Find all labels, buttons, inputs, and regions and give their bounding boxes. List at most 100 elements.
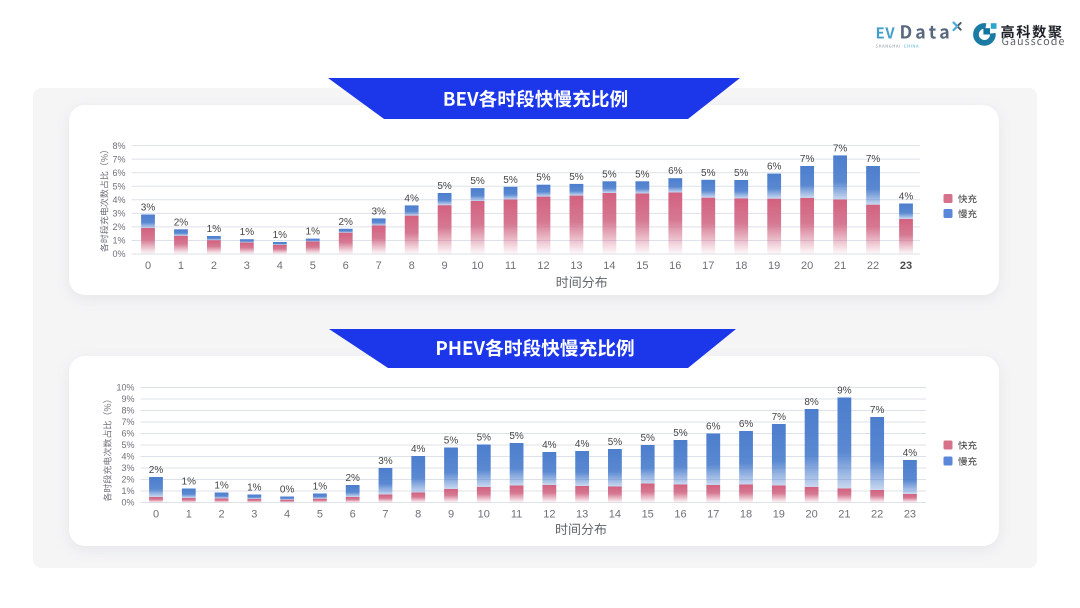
svg-text:1: 1: [178, 260, 184, 272]
svg-text:4: 4: [284, 509, 290, 521]
svg-text:3: 3: [251, 509, 257, 521]
svg-text:2%: 2%: [149, 465, 164, 476]
svg-text:5%: 5%: [673, 428, 688, 439]
svg-text:1%: 1%: [121, 486, 134, 496]
svg-text:2%: 2%: [174, 217, 189, 228]
svg-text:22: 22: [867, 260, 879, 272]
svg-text:9%: 9%: [121, 394, 134, 404]
svg-text:7%: 7%: [833, 143, 848, 154]
svg-text:3%: 3%: [112, 209, 125, 219]
svg-text:4%: 4%: [903, 448, 918, 459]
svg-text:18: 18: [735, 260, 747, 272]
svg-text:4: 4: [277, 260, 283, 272]
svg-text:6%: 6%: [121, 429, 134, 439]
svg-text:10%: 10%: [116, 383, 134, 393]
svg-text:12: 12: [543, 509, 555, 521]
svg-text:1%: 1%: [112, 236, 125, 246]
svg-text:20: 20: [801, 260, 813, 272]
svg-text:2%: 2%: [121, 475, 134, 485]
svg-text:2: 2: [218, 509, 224, 521]
svg-text:3%: 3%: [141, 203, 156, 214]
svg-text:8%: 8%: [121, 406, 134, 416]
svg-text:0: 0: [153, 509, 159, 521]
svg-text:14: 14: [603, 260, 615, 272]
svg-text:16: 16: [674, 509, 686, 521]
svg-text:5%: 5%: [701, 168, 716, 179]
svg-text:1%: 1%: [306, 227, 321, 238]
svg-text:7%: 7%: [800, 154, 815, 165]
svg-text:6: 6: [343, 260, 349, 272]
svg-text:4%: 4%: [542, 440, 557, 451]
svg-text:17: 17: [707, 509, 719, 521]
svg-text:2%: 2%: [345, 473, 360, 484]
svg-text:5%: 5%: [470, 176, 485, 187]
svg-text:23: 23: [904, 509, 916, 521]
svg-text:2: 2: [211, 260, 217, 272]
svg-text:13: 13: [570, 260, 582, 272]
svg-text:8: 8: [415, 509, 421, 521]
svg-text:0: 0: [145, 260, 151, 272]
svg-text:5%: 5%: [536, 173, 551, 184]
svg-text:6: 6: [350, 509, 356, 521]
svg-text:1%: 1%: [313, 482, 328, 493]
svg-text:5%: 5%: [112, 181, 125, 191]
svg-text:1%: 1%: [273, 230, 288, 241]
svg-text:7: 7: [382, 509, 388, 521]
svg-text:5%: 5%: [477, 433, 492, 444]
svg-text:3%: 3%: [378, 456, 393, 467]
svg-text:0%: 0%: [121, 498, 134, 508]
svg-text:19: 19: [768, 260, 780, 272]
svg-text:8%: 8%: [804, 397, 819, 408]
svg-text:1%: 1%: [207, 224, 222, 235]
svg-text:4%: 4%: [899, 192, 914, 203]
svg-text:1%: 1%: [240, 227, 255, 238]
svg-text:1: 1: [186, 509, 192, 521]
svg-text:5%: 5%: [635, 169, 650, 180]
svg-text:5: 5: [317, 509, 323, 521]
svg-text:5%: 5%: [437, 181, 452, 192]
svg-text:8: 8: [409, 260, 415, 272]
svg-text:23: 23: [900, 260, 912, 272]
svg-text:5%: 5%: [602, 169, 617, 180]
svg-text:6%: 6%: [739, 419, 754, 430]
svg-text:5: 5: [310, 260, 316, 272]
svg-text:1%: 1%: [182, 477, 197, 488]
svg-text:19: 19: [773, 509, 785, 521]
svg-text:12: 12: [537, 260, 549, 272]
svg-text:7%: 7%: [870, 405, 885, 416]
svg-text:18: 18: [740, 509, 752, 521]
svg-text:2%: 2%: [339, 217, 354, 228]
svg-text:4%: 4%: [411, 444, 426, 455]
svg-text:4%: 4%: [404, 193, 419, 204]
svg-text:5%: 5%: [569, 172, 584, 183]
svg-text:7%: 7%: [121, 417, 134, 427]
svg-text:7%: 7%: [772, 412, 787, 423]
svg-text:15: 15: [636, 260, 648, 272]
svg-text:3: 3: [244, 260, 250, 272]
svg-text:5%: 5%: [121, 440, 134, 450]
svg-text:1%: 1%: [247, 483, 262, 494]
svg-text:7: 7: [376, 260, 382, 272]
svg-text:15: 15: [642, 509, 654, 521]
svg-text:4%: 4%: [121, 452, 134, 462]
svg-text:21: 21: [838, 509, 850, 521]
svg-text:3%: 3%: [371, 206, 386, 217]
svg-text:20: 20: [805, 509, 817, 521]
svg-text:21: 21: [834, 260, 846, 272]
svg-text:5%: 5%: [503, 175, 518, 186]
svg-text:5%: 5%: [734, 168, 749, 179]
svg-text:9: 9: [442, 260, 448, 272]
svg-text:5%: 5%: [509, 431, 524, 442]
svg-text:1%: 1%: [214, 481, 229, 492]
svg-text:6%: 6%: [668, 166, 683, 177]
svg-text:10: 10: [478, 509, 490, 521]
svg-text:14: 14: [609, 509, 621, 521]
svg-text:9%: 9%: [837, 386, 852, 397]
svg-text:22: 22: [871, 509, 883, 521]
svg-text:6%: 6%: [706, 422, 721, 433]
svg-text:10: 10: [471, 260, 483, 272]
svg-text:7%: 7%: [112, 154, 125, 164]
svg-text:11: 11: [511, 509, 522, 521]
svg-text:16: 16: [669, 260, 681, 272]
svg-text:3%: 3%: [121, 463, 134, 473]
